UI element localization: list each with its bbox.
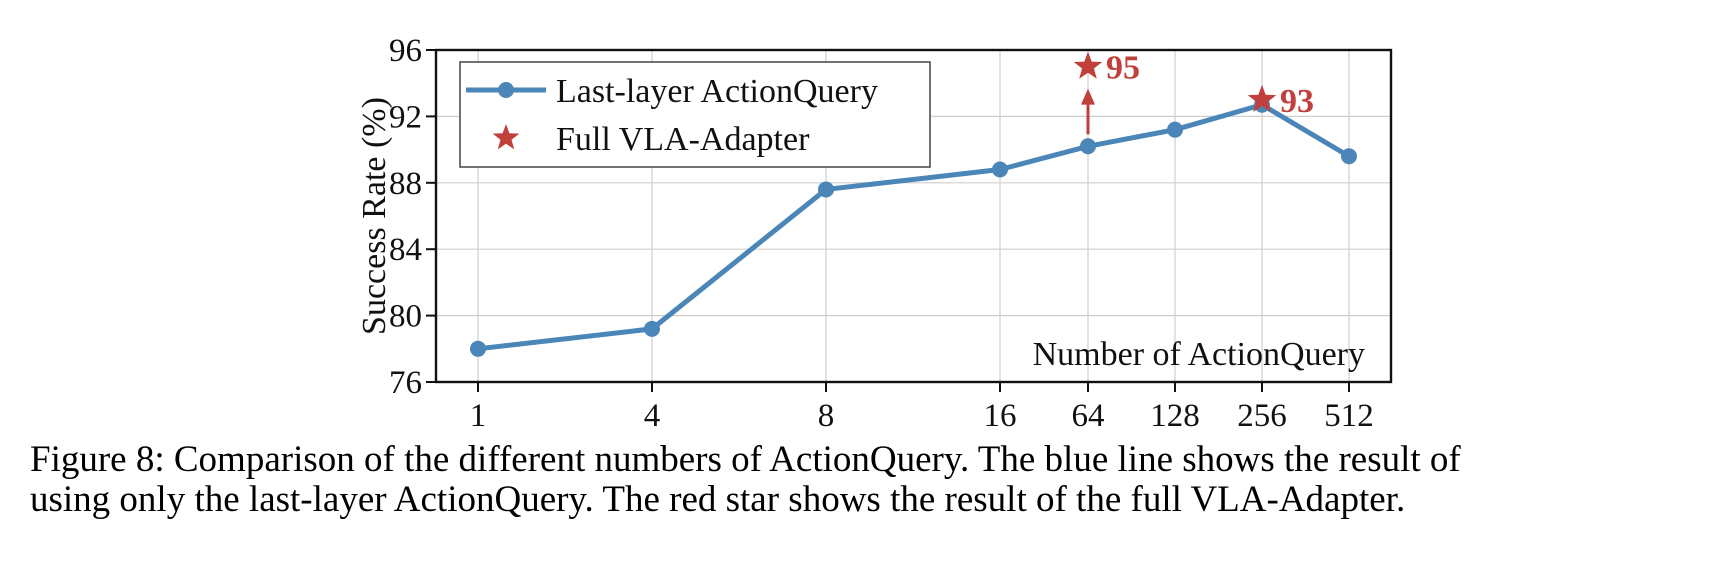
x-axis-label: Number of ActionQuery <box>1033 336 1365 373</box>
legend-star-icon <box>492 124 520 150</box>
x-tick-label: 16 <box>984 398 1017 434</box>
data-point-last-layer <box>1080 138 1096 155</box>
x-tick-label: 8 <box>818 398 835 434</box>
data-point-last-layer <box>1341 148 1357 165</box>
data-point-last-layer <box>818 181 834 198</box>
figure-caption: Figure 8: Comparison of the different nu… <box>30 440 1700 520</box>
data-point-last-layer <box>470 340 486 357</box>
caption-line-1: Figure 8: Comparison of the different nu… <box>30 439 1461 480</box>
data-point-last-layer <box>1167 121 1183 138</box>
y-tick-label: 84 <box>389 232 422 268</box>
y-tick-label: 96 <box>389 33 422 69</box>
x-tick-label: 512 <box>1324 398 1374 434</box>
legend-box <box>459 61 931 168</box>
x-tick-label: 128 <box>1150 398 1200 434</box>
legend: Last-layer ActionQuery Full VLA-Adapter <box>459 61 931 168</box>
chart: 76 80 84 88 92 96 1 4 8 16 64 128 256 512 Success Rat… <box>356 33 1393 434</box>
y-tick-label: 76 <box>389 365 422 401</box>
x-tick-label: 256 <box>1237 398 1287 434</box>
tick-labels: 76 80 84 88 92 96 1 4 8 16 64 128 256 512 <box>389 33 1374 434</box>
y-tick-label: 88 <box>389 166 422 202</box>
x-tick-label: 4 <box>644 398 661 434</box>
data-point-last-layer <box>992 161 1008 178</box>
y-axis-label: Success Rate (%) <box>356 97 393 335</box>
x-tick-label: 1 <box>470 398 487 434</box>
y-tick-label: 92 <box>389 99 422 135</box>
data-point-last-layer <box>644 320 660 337</box>
caption-line-2: using only the last-layer ActionQuery. T… <box>30 479 1406 520</box>
annotation-arrow-head <box>1081 88 1095 105</box>
star-marker-full-vla <box>1073 51 1103 79</box>
star-value-label: 93 <box>1280 83 1314 120</box>
legend-label-last-layer: Last-layer ActionQuery <box>556 73 878 110</box>
series-layer: 95 93 <box>470 50 1357 357</box>
x-tick-label: 64 <box>1072 398 1105 434</box>
plot-frame <box>434 48 1393 384</box>
series-line-last-layer <box>477 102 1351 352</box>
axes <box>426 48 1393 392</box>
star-marker-full-vla <box>1247 84 1277 112</box>
y-tick-label: 80 <box>389 299 422 335</box>
legend-marker-swatch <box>498 82 514 98</box>
legend-label-full-vla: Full VLA-Adapter <box>556 121 810 158</box>
star-value-label: 95 <box>1106 50 1140 87</box>
